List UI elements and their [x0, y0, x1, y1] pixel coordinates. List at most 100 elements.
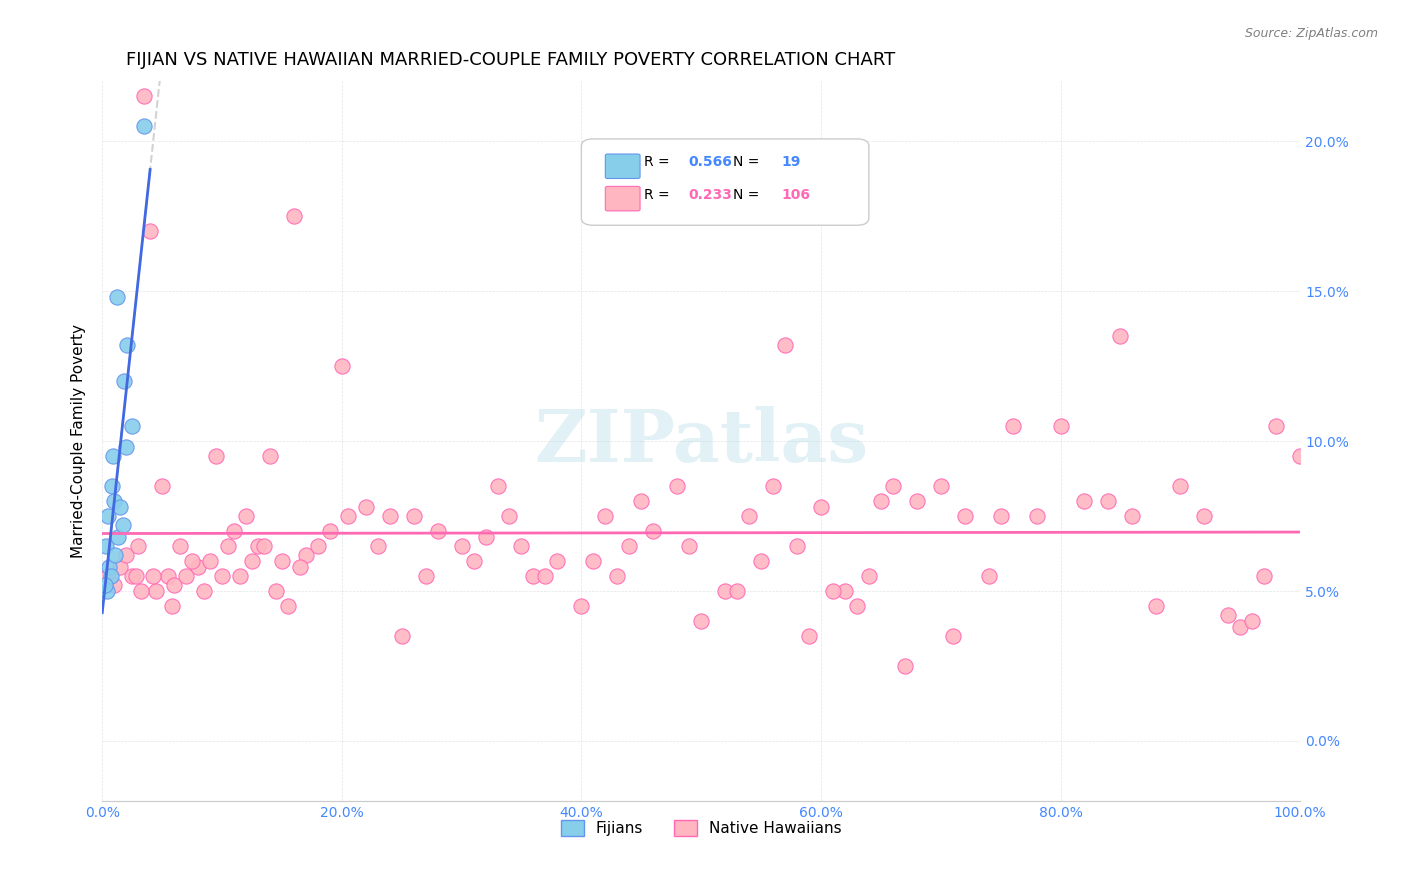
Point	[510, 539, 533, 553]
Text: ZIPatlas: ZIPatlas	[534, 406, 869, 476]
Point	[882, 479, 904, 493]
Point	[834, 584, 856, 599]
Point	[94, 539, 117, 553]
Point	[1049, 419, 1071, 434]
Point	[1265, 419, 1288, 434]
Point	[714, 584, 737, 599]
Point	[101, 479, 124, 493]
Point	[222, 524, 245, 538]
Point	[367, 539, 389, 553]
Point	[205, 449, 228, 463]
Point	[115, 548, 138, 562]
Point	[905, 494, 928, 508]
Point	[174, 569, 197, 583]
Point	[1241, 614, 1264, 628]
Point	[582, 554, 605, 568]
Point	[929, 479, 952, 493]
Point	[121, 569, 143, 583]
Text: R =: R =	[644, 155, 673, 169]
Point	[810, 500, 832, 514]
Point	[169, 539, 191, 553]
Point	[666, 479, 689, 493]
Point	[111, 518, 134, 533]
Point	[163, 578, 186, 592]
Point	[336, 509, 359, 524]
Point	[1229, 620, 1251, 634]
Point	[264, 584, 287, 599]
Point	[1121, 509, 1143, 524]
Point	[463, 554, 485, 568]
Point	[198, 554, 221, 568]
Text: R =: R =	[644, 187, 673, 202]
Point	[402, 509, 425, 524]
Point	[97, 509, 120, 524]
Point	[107, 530, 129, 544]
Point	[157, 569, 180, 583]
Point	[240, 554, 263, 568]
Point	[1144, 599, 1167, 613]
Point	[606, 569, 628, 583]
Point	[307, 539, 329, 553]
Point	[1073, 494, 1095, 508]
Point	[749, 554, 772, 568]
Point	[1001, 419, 1024, 434]
Point	[253, 539, 276, 553]
Point	[378, 509, 401, 524]
Text: 0.233: 0.233	[688, 187, 733, 202]
Point	[181, 554, 204, 568]
Point	[103, 494, 125, 508]
Legend: Fijians, Native Hawaiians: Fijians, Native Hawaiians	[553, 813, 849, 844]
Point	[134, 89, 156, 103]
Point	[354, 500, 377, 514]
Point	[498, 509, 520, 524]
Point	[869, 494, 891, 508]
Point	[96, 584, 118, 599]
Point	[1109, 329, 1132, 343]
Point	[522, 569, 544, 583]
Text: 106: 106	[782, 187, 810, 202]
Point	[187, 560, 209, 574]
Text: N =: N =	[734, 187, 765, 202]
Point	[93, 578, 115, 592]
Point	[894, 659, 917, 673]
Point	[160, 599, 183, 613]
Point	[259, 449, 281, 463]
Point	[619, 539, 641, 553]
Point	[139, 224, 162, 238]
Point	[229, 569, 252, 583]
Point	[145, 584, 167, 599]
Point	[474, 530, 496, 544]
Point	[277, 599, 299, 613]
Point	[193, 584, 215, 599]
Point	[773, 338, 796, 352]
Point	[415, 569, 437, 583]
Point	[246, 539, 269, 553]
Point	[97, 569, 120, 583]
Point	[678, 539, 700, 553]
Point	[797, 629, 820, 643]
Point	[217, 539, 239, 553]
Point	[101, 449, 124, 463]
Text: Source: ZipAtlas.com: Source: ZipAtlas.com	[1244, 27, 1378, 40]
Point	[1097, 494, 1119, 508]
Point	[108, 500, 131, 514]
Point	[738, 509, 761, 524]
FancyBboxPatch shape	[606, 154, 640, 178]
Text: N =: N =	[734, 155, 765, 169]
Y-axis label: Married-Couple Family Poverty: Married-Couple Family Poverty	[72, 324, 86, 558]
Point	[330, 359, 353, 373]
Point	[103, 578, 125, 592]
Point	[1253, 569, 1275, 583]
Point	[295, 548, 318, 562]
Point	[150, 479, 173, 493]
Point	[595, 509, 617, 524]
Point	[283, 209, 305, 223]
Point	[108, 560, 131, 574]
Point	[141, 569, 163, 583]
Point	[426, 524, 449, 538]
Point	[288, 560, 311, 574]
Point	[534, 569, 557, 583]
Point	[391, 629, 413, 643]
Point	[786, 539, 808, 553]
Point	[125, 569, 148, 583]
